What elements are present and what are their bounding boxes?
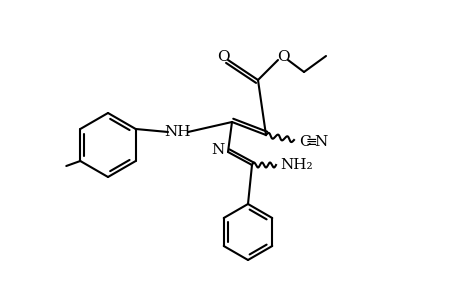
Text: NH₂: NH₂ [280,158,312,172]
Text: NH: NH [164,125,191,139]
Text: ≡: ≡ [305,135,317,149]
Text: C: C [298,135,310,149]
Text: N: N [211,143,224,157]
Text: O: O [276,50,289,64]
Text: N: N [313,135,326,149]
Text: O: O [216,50,229,64]
